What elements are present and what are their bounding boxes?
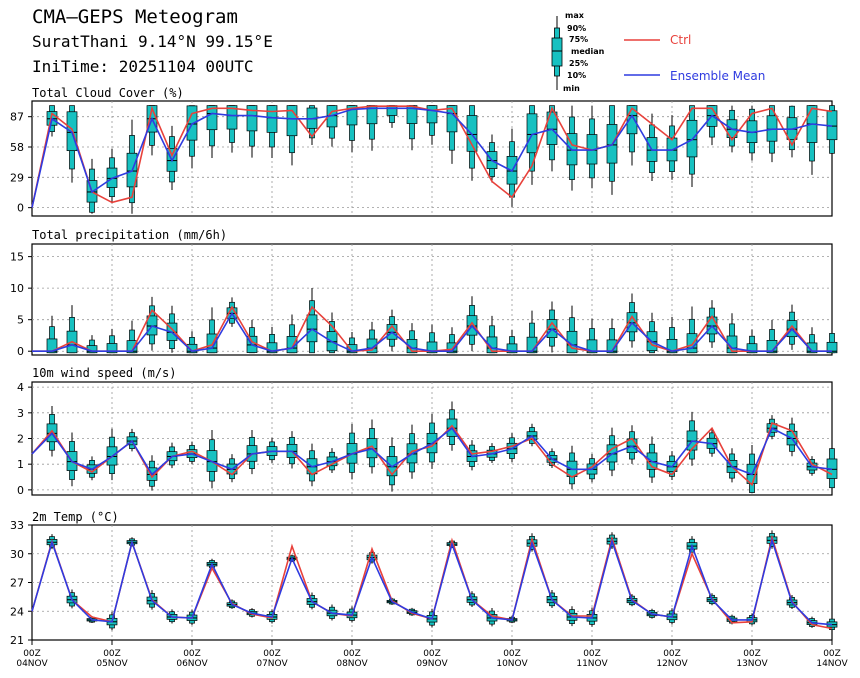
- mean-series-line: [32, 311, 832, 353]
- y-tick-label: 24: [10, 605, 24, 618]
- x-tick-hour: 00Z: [823, 649, 841, 659]
- legend-mean-label: Ensemble Mean: [670, 69, 766, 83]
- chart-title: CMA—GEPS Meteogram: [32, 6, 238, 28]
- init-time-label: IniTime: 20251104 00UTC: [32, 57, 254, 76]
- x-tick-date: 13NOV: [736, 659, 768, 669]
- box-p25-p75: [266, 105, 278, 133]
- x-tick-hour: 00Z: [263, 649, 281, 659]
- box-p25-p75: [386, 105, 398, 116]
- box-p25-p75: [746, 343, 758, 354]
- legend-p90-label: 90%: [567, 24, 587, 33]
- y-tick-label: 2: [17, 433, 24, 446]
- box-p25-p75: [806, 342, 818, 354]
- box-p25-p75: [666, 338, 678, 354]
- legend-max-label: max: [565, 11, 584, 20]
- box-p25-p75: [46, 338, 58, 354]
- x-tick-hour: 00Z: [103, 649, 121, 659]
- y-tick-label: 29: [10, 171, 24, 184]
- box-p25-p75: [426, 341, 438, 354]
- x-tick-hour: 00Z: [183, 649, 201, 659]
- legend-box-inner: [551, 37, 563, 67]
- box-p25-p75: [286, 105, 298, 137]
- box-p25-p75: [626, 105, 638, 135]
- x-tick-hour: 00Z: [503, 649, 521, 659]
- mean-series-line: [31, 107, 833, 208]
- x-tick-hour: 00Z: [23, 649, 41, 659]
- x-tick-hour: 00Z: [743, 649, 761, 659]
- y-tick-label: 10: [10, 282, 24, 295]
- y-tick-label: 27: [10, 577, 24, 590]
- box-p25-p75: [446, 342, 458, 354]
- legend-p10-label: 10%: [567, 71, 587, 80]
- panel-title: 10m wind speed (m/s): [32, 366, 177, 380]
- x-tick-date: 12NOV: [656, 659, 688, 669]
- y-tick-label: 5: [17, 314, 24, 327]
- box-p25-p75: [366, 338, 378, 354]
- x-tick-hour: 00Z: [343, 649, 361, 659]
- box-p25-p75: [506, 343, 518, 354]
- y-tick-label: 30: [10, 548, 24, 561]
- box-p25-p75: [186, 343, 198, 354]
- box-p25-p75: [426, 105, 438, 124]
- mean-series-line: [31, 537, 833, 626]
- y-tick-label: 21: [10, 634, 24, 647]
- y-tick-label: 33: [10, 519, 24, 532]
- legend-min-label: min: [563, 84, 580, 93]
- x-tick-hour: 00Z: [583, 649, 601, 659]
- y-tick-label: 0: [17, 345, 24, 358]
- box-p25-p75: [586, 339, 598, 354]
- panel-1: Total precipitation (mm/6h) 0 5 10 15: [10, 228, 838, 358]
- x-tick-date: 06NOV: [176, 659, 208, 669]
- y-tick-label: 3: [17, 407, 24, 420]
- box-p25-p75: [126, 340, 138, 354]
- x-tick-date: 10NOV: [496, 659, 528, 669]
- box-p25-p75: [286, 336, 298, 354]
- y-tick-label: 58: [10, 141, 24, 154]
- legend-median-label: median: [571, 47, 605, 56]
- box-p25-p75: [206, 105, 218, 131]
- x-tick-date: 11NOV: [576, 659, 608, 669]
- x-tick-date: 09NOV: [416, 659, 448, 669]
- y-tick-label: 0: [17, 202, 24, 215]
- box-p25-p75: [726, 335, 738, 354]
- box-p25-p75: [346, 105, 358, 126]
- x-tick-date: 08NOV: [336, 659, 368, 669]
- legend-p75-label: 75%: [569, 35, 589, 44]
- box-p25-p75: [226, 105, 238, 130]
- y-tick-label: 4: [17, 381, 24, 394]
- box-p25-p75: [246, 105, 258, 132]
- panel-3: 2m Temp (°C) 21 24 27 30 33: [10, 510, 838, 647]
- y-tick-label: 0: [17, 484, 24, 497]
- legend-ctrl-label: Ctrl: [670, 33, 692, 47]
- location-label: SuratThani 9.14°N 99.15°E: [32, 32, 273, 51]
- box-p25-p75: [106, 343, 118, 354]
- box-p25-p75: [826, 341, 838, 354]
- y-tick-label: 15: [10, 251, 24, 264]
- panel-title: 2m Temp (°C): [32, 510, 119, 524]
- legend-p25-label: 25%: [569, 59, 589, 68]
- x-tick-date: 07NOV: [256, 659, 288, 669]
- box-p25-p75: [546, 111, 558, 145]
- y-tick-label: 87: [10, 111, 24, 124]
- panel-title: Total Cloud Cover (%): [32, 86, 184, 100]
- box-p25-p75: [266, 342, 278, 354]
- panel-title: Total precipitation (mm/6h): [32, 228, 227, 242]
- panel-2: 10m wind speed (m/s) 0 1 2 3 4: [17, 366, 838, 497]
- x-tick-date: 14NOV: [816, 659, 848, 669]
- y-tick-label: 1: [17, 458, 24, 471]
- box-p25-p75: [606, 339, 618, 354]
- x-tick-hour: 00Z: [423, 649, 441, 659]
- x-tick-date: 04NOV: [16, 659, 48, 669]
- panel-0: Total Cloud Cover (%) 0 29 58 87: [10, 86, 838, 217]
- mean-series-line: [31, 427, 833, 476]
- x-tick-hour: 00Z: [663, 649, 681, 659]
- x-tick-date: 05NOV: [96, 659, 128, 669]
